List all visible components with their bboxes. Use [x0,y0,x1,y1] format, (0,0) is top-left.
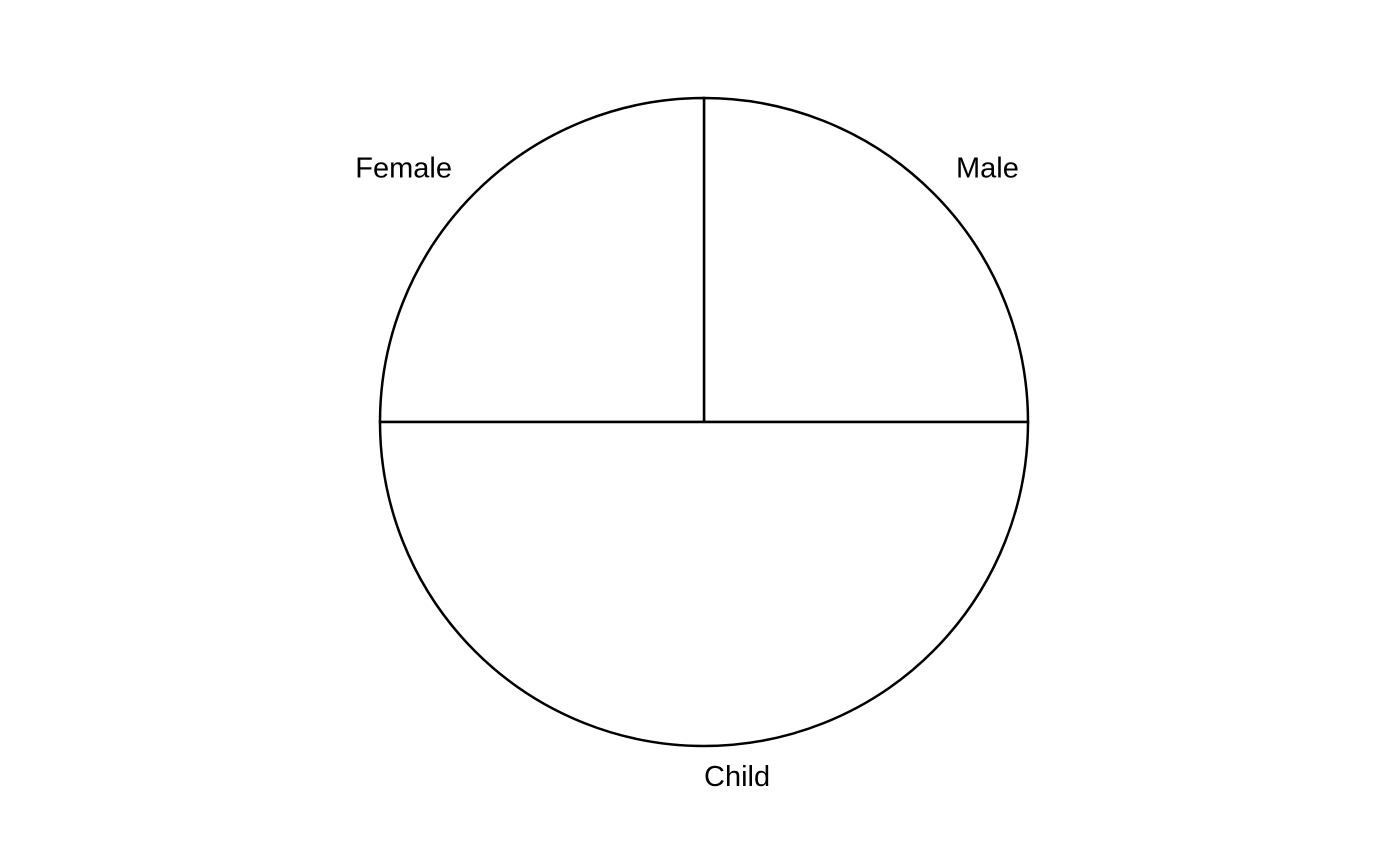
pie-label-male: Male [956,153,1019,185]
pie-slice-female [378,96,706,424]
pie-slices [378,96,1030,748]
pie-slice-child [378,420,1030,748]
pie-labels: Male Female Child [355,153,1019,793]
pie-label-child: Child [704,761,770,793]
pie-slice-male [702,96,1030,424]
pie-label-female: Female [355,153,452,185]
